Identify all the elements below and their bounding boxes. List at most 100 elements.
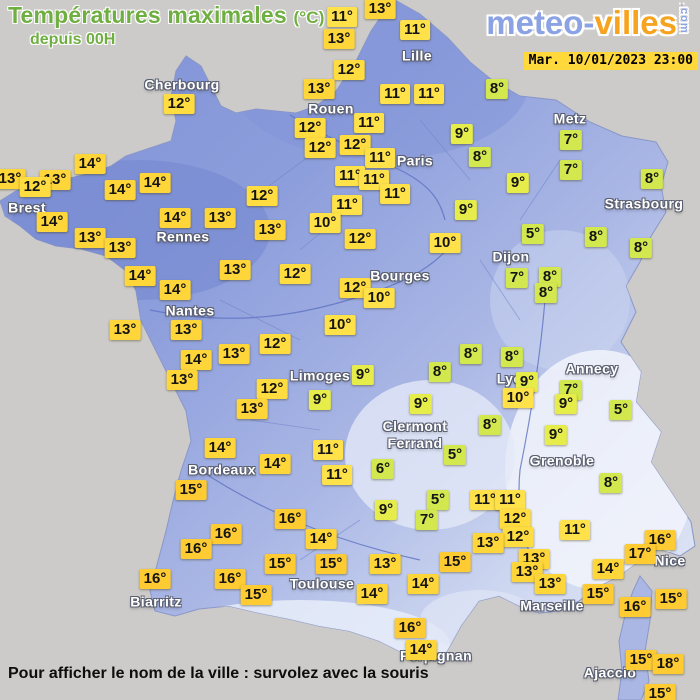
temperature-badge[interactable]: 9°	[544, 425, 568, 445]
temperature-badge[interactable]: 13°	[74, 228, 106, 248]
temperature-badge[interactable]: 12°	[333, 60, 365, 80]
temperature-badge[interactable]: 13°	[236, 399, 268, 419]
temperature-badge[interactable]: 12°	[339, 135, 371, 155]
temperature-badge[interactable]: 11°	[380, 184, 410, 204]
temperature-badge[interactable]: 8°	[584, 227, 608, 247]
temperature-badge[interactable]: 14°	[159, 208, 191, 228]
temperature-badge[interactable]: 12°	[502, 527, 534, 547]
temperature-badge[interactable]: 13°	[254, 220, 286, 240]
temperature-badge[interactable]: 13°	[218, 344, 250, 364]
temperature-badge[interactable]: 14°	[139, 173, 171, 193]
temperature-badge[interactable]: 8°	[485, 79, 509, 99]
temperature-badge[interactable]: 14°	[204, 438, 236, 458]
temperature-badge[interactable]: 6°	[371, 459, 395, 479]
temperature-badge[interactable]: 13°	[511, 562, 543, 582]
temperature-badge[interactable]: 13°	[534, 574, 566, 594]
temperature-badge[interactable]: 9°	[351, 365, 375, 385]
temperature-badge[interactable]: 12°	[304, 138, 336, 158]
temperature-badge[interactable]: 15°	[582, 584, 614, 604]
temperature-badge[interactable]: 11°	[327, 7, 357, 27]
temperature-badge[interactable]: 5°	[609, 400, 633, 420]
temperature-badge[interactable]: 16°	[394, 618, 426, 638]
temperature-badge[interactable]: 14°	[36, 212, 68, 232]
temperature-badge[interactable]: 13°	[204, 208, 236, 228]
temperature-badge[interactable]: 9°	[374, 500, 398, 520]
temperature-badge[interactable]: 16°	[214, 569, 246, 589]
temperature-badge[interactable]: 13°	[369, 554, 401, 574]
temperature-badge[interactable]: 15°	[625, 650, 657, 670]
temperature-badge[interactable]: 12°	[499, 509, 531, 529]
temperature-badge[interactable]: 10°	[309, 213, 341, 233]
temperature-badge[interactable]: 16°	[619, 597, 651, 617]
temperature-badge[interactable]: 5°	[426, 490, 450, 510]
temperature-badge[interactable]: 11°	[354, 113, 384, 133]
temperature-badge[interactable]: 8°	[428, 362, 452, 382]
temperature-badge[interactable]: 13°	[323, 29, 355, 49]
temperature-badge[interactable]: 14°	[356, 584, 388, 604]
temperature-badge[interactable]: 8°	[640, 169, 664, 189]
temperature-badge[interactable]: 8°	[534, 283, 558, 303]
temperature-badge[interactable]: 14°	[405, 640, 437, 660]
temperature-badge[interactable]: 9°	[454, 200, 478, 220]
temperature-badge[interactable]: 8°	[478, 415, 502, 435]
temperature-badge[interactable]: 13°	[104, 238, 136, 258]
temperature-badge[interactable]: 15°	[175, 480, 207, 500]
temperature-badge[interactable]: 13°	[219, 260, 251, 280]
temperature-badge[interactable]: 14°	[104, 180, 136, 200]
temperature-badge[interactable]: 8°	[538, 267, 562, 287]
temperature-badge[interactable]: 16°	[139, 569, 171, 589]
temperature-badge[interactable]: 9°	[409, 394, 433, 414]
temperature-badge[interactable]: 5°	[443, 445, 467, 465]
temperature-badge[interactable]: 11°	[332, 195, 362, 215]
temperature-badge[interactable]: 12°	[259, 334, 291, 354]
temperature-badge[interactable]: 12°	[246, 186, 278, 206]
temperature-badge[interactable]: 12°	[339, 278, 371, 298]
temperature-badge[interactable]: 15°	[439, 552, 471, 572]
temperature-badge[interactable]: 15°	[315, 554, 347, 574]
temperature-badge[interactable]: 12°	[279, 264, 311, 284]
temperature-badge[interactable]: 15°	[644, 684, 676, 700]
temperature-badge[interactable]: 14°	[592, 559, 624, 579]
temperature-badge[interactable]: 11°	[365, 148, 395, 168]
temperature-badge[interactable]: 5°	[521, 224, 545, 244]
temperature-badge[interactable]: 15°	[655, 589, 687, 609]
temperature-badge[interactable]: 7°	[559, 160, 583, 180]
temperature-badge[interactable]: 7°	[415, 510, 439, 530]
temperature-badge[interactable]: 7°	[505, 268, 529, 288]
temperature-badge[interactable]: 13°	[303, 79, 335, 99]
temperature-badge[interactable]: 10°	[363, 288, 395, 308]
temperature-badge[interactable]: 14°	[259, 454, 291, 474]
temperature-badge[interactable]: 16°	[210, 524, 242, 544]
temperature-badge[interactable]: 9°	[450, 124, 474, 144]
temperature-badge[interactable]: 11°	[560, 520, 590, 540]
temperature-badge[interactable]: 9°	[515, 372, 539, 392]
temperature-badge[interactable]: 14°	[74, 154, 106, 174]
temperature-badge[interactable]: 11°	[322, 465, 352, 485]
temperature-badge[interactable]: 14°	[159, 280, 191, 300]
temperature-badge[interactable]: 11°	[495, 490, 525, 510]
temperature-badge[interactable]: 8°	[599, 473, 623, 493]
temperature-badge[interactable]: 12°	[256, 379, 288, 399]
temperature-badge[interactable]: 9°	[554, 394, 578, 414]
temperature-badge[interactable]: 12°	[19, 177, 51, 197]
temperature-badge[interactable]: 11°	[335, 166, 365, 186]
temperature-badge[interactable]: 15°	[240, 585, 272, 605]
temperature-badge[interactable]: 9°	[308, 390, 332, 410]
temperature-badge[interactable]: 13°	[364, 0, 396, 19]
temperature-badge[interactable]: 13°	[0, 169, 26, 189]
temperature-badge[interactable]: 11°	[313, 440, 343, 460]
temperature-badge[interactable]: 9°	[506, 173, 530, 193]
temperature-badge[interactable]: 17°	[624, 544, 656, 564]
temperature-badge[interactable]: 12°	[163, 94, 195, 114]
temperature-badge[interactable]: 8°	[459, 344, 483, 364]
temperature-badge[interactable]: 14°	[407, 574, 439, 594]
temperature-badge[interactable]: 13°	[170, 320, 202, 340]
temperature-badge[interactable]: 11°	[400, 20, 430, 40]
temperature-badge[interactable]: 10°	[429, 233, 461, 253]
temperature-badge[interactable]: 10°	[324, 315, 356, 335]
temperature-badge[interactable]: 8°	[468, 147, 492, 167]
temperature-badge[interactable]: 15°	[264, 554, 296, 574]
temperature-badge[interactable]: 16°	[180, 539, 212, 559]
temperature-badge[interactable]: 8°	[500, 347, 524, 367]
temperature-badge[interactable]: 14°	[180, 350, 212, 370]
